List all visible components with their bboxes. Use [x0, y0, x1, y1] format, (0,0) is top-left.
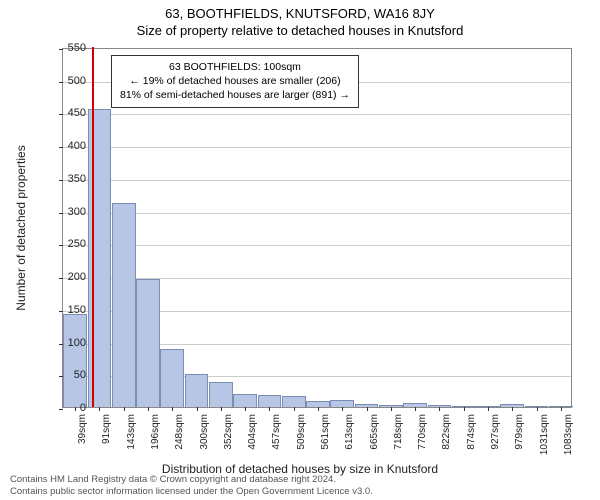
- xtick-label: 352sqm: [223, 414, 234, 450]
- ytick-label: 250: [68, 238, 86, 250]
- xtick-label: 979sqm: [514, 414, 525, 450]
- histogram-bar: [209, 382, 233, 407]
- xtick: [124, 407, 125, 411]
- annotation-line-2: 81% of semi-detached houses are larger (…: [120, 88, 350, 102]
- gridline: [63, 245, 571, 246]
- gridline: [63, 114, 571, 115]
- xtick: [197, 407, 198, 411]
- histogram-bar: [136, 279, 160, 407]
- ytick-label: 550: [68, 42, 86, 54]
- ytick-label: 500: [68, 75, 86, 87]
- ytick: [59, 213, 63, 214]
- ytick: [59, 82, 63, 83]
- ytick: [59, 147, 63, 148]
- xtick-label: 718sqm: [393, 414, 404, 450]
- xtick-label: 665sqm: [369, 414, 380, 450]
- xtick-label: 457sqm: [271, 414, 282, 450]
- xtick: [464, 407, 465, 411]
- xtick-label: 822sqm: [441, 414, 452, 450]
- xtick: [172, 407, 173, 411]
- annotation-line-1: ← 19% of detached houses are smaller (20…: [120, 74, 350, 88]
- annotation-box: 63 BOOTHFIELDS: 100sqm ← 19% of detached…: [111, 55, 359, 108]
- xtick-label: 91sqm: [101, 414, 112, 444]
- attribution-line-1: Contains HM Land Registry data © Crown c…: [10, 474, 373, 486]
- ytick: [59, 278, 63, 279]
- xtick: [512, 407, 513, 411]
- xtick: [415, 407, 416, 411]
- title-sub: Size of property relative to detached ho…: [0, 21, 600, 38]
- xtick: [245, 407, 246, 411]
- xtick-label: 509sqm: [296, 414, 307, 450]
- xtick: [99, 407, 100, 411]
- ytick-label: 50: [74, 369, 86, 381]
- histogram-bar: [185, 374, 209, 407]
- gridline: [63, 147, 571, 148]
- ytick-label: 350: [68, 173, 86, 185]
- xtick-label: 196sqm: [150, 414, 161, 450]
- ytick-label: 100: [68, 337, 86, 349]
- y-axis-label: Number of detached properties: [14, 145, 28, 310]
- histogram-bar: [112, 203, 136, 407]
- xtick: [221, 407, 222, 411]
- xtick: [342, 407, 343, 411]
- xtick-label: 1083sqm: [563, 414, 574, 455]
- xtick-label: 39sqm: [77, 414, 88, 444]
- annotation-line-0: 63 BOOTHFIELDS: 100sqm: [120, 60, 350, 74]
- ytick-label: 300: [68, 206, 86, 218]
- xtick: [75, 407, 76, 411]
- ytick: [59, 180, 63, 181]
- xtick: [318, 407, 319, 411]
- ytick: [59, 409, 63, 410]
- histogram-bar: [160, 349, 184, 407]
- xtick: [269, 407, 270, 411]
- xtick-label: 404sqm: [247, 414, 258, 450]
- xtick-label: 613sqm: [344, 414, 355, 450]
- xtick: [367, 407, 368, 411]
- xtick-label: 300sqm: [199, 414, 210, 450]
- xtick: [391, 407, 392, 411]
- histogram-bar: [282, 396, 306, 407]
- xtick: [294, 407, 295, 411]
- xtick-label: 770sqm: [417, 414, 428, 450]
- ytick-label: 450: [68, 107, 86, 119]
- ytick: [59, 311, 63, 312]
- xtick-label: 874sqm: [466, 414, 477, 450]
- xtick-label: 1031sqm: [539, 414, 550, 455]
- xtick-label: 143sqm: [126, 414, 137, 450]
- xtick: [561, 407, 562, 411]
- gridline: [63, 213, 571, 214]
- attribution-line-2: Contains public sector information licen…: [10, 486, 373, 498]
- xtick-label: 561sqm: [320, 414, 331, 450]
- histogram-bar: [233, 394, 257, 407]
- chart-area: 63 BOOTHFIELDS: 100sqm ← 19% of detached…: [62, 48, 572, 408]
- xtick-label: 927sqm: [490, 414, 501, 450]
- ytick: [59, 49, 63, 50]
- xtick-label: 248sqm: [174, 414, 185, 450]
- title-main: 63, BOOTHFIELDS, KNUTSFORD, WA16 8JY: [0, 0, 600, 21]
- histogram-bar: [63, 314, 87, 407]
- ytick-label: 200: [68, 271, 86, 283]
- xtick: [537, 407, 538, 411]
- attribution: Contains HM Land Registry data © Crown c…: [10, 474, 373, 498]
- ytick: [59, 245, 63, 246]
- ytick-label: 0: [80, 402, 86, 414]
- histogram-bar: [258, 395, 282, 407]
- ytick-label: 150: [68, 304, 86, 316]
- xtick: [488, 407, 489, 411]
- xtick: [439, 407, 440, 411]
- ytick-label: 400: [68, 140, 86, 152]
- xtick: [148, 407, 149, 411]
- highlight-line: [92, 47, 94, 407]
- gridline: [63, 180, 571, 181]
- ytick: [59, 114, 63, 115]
